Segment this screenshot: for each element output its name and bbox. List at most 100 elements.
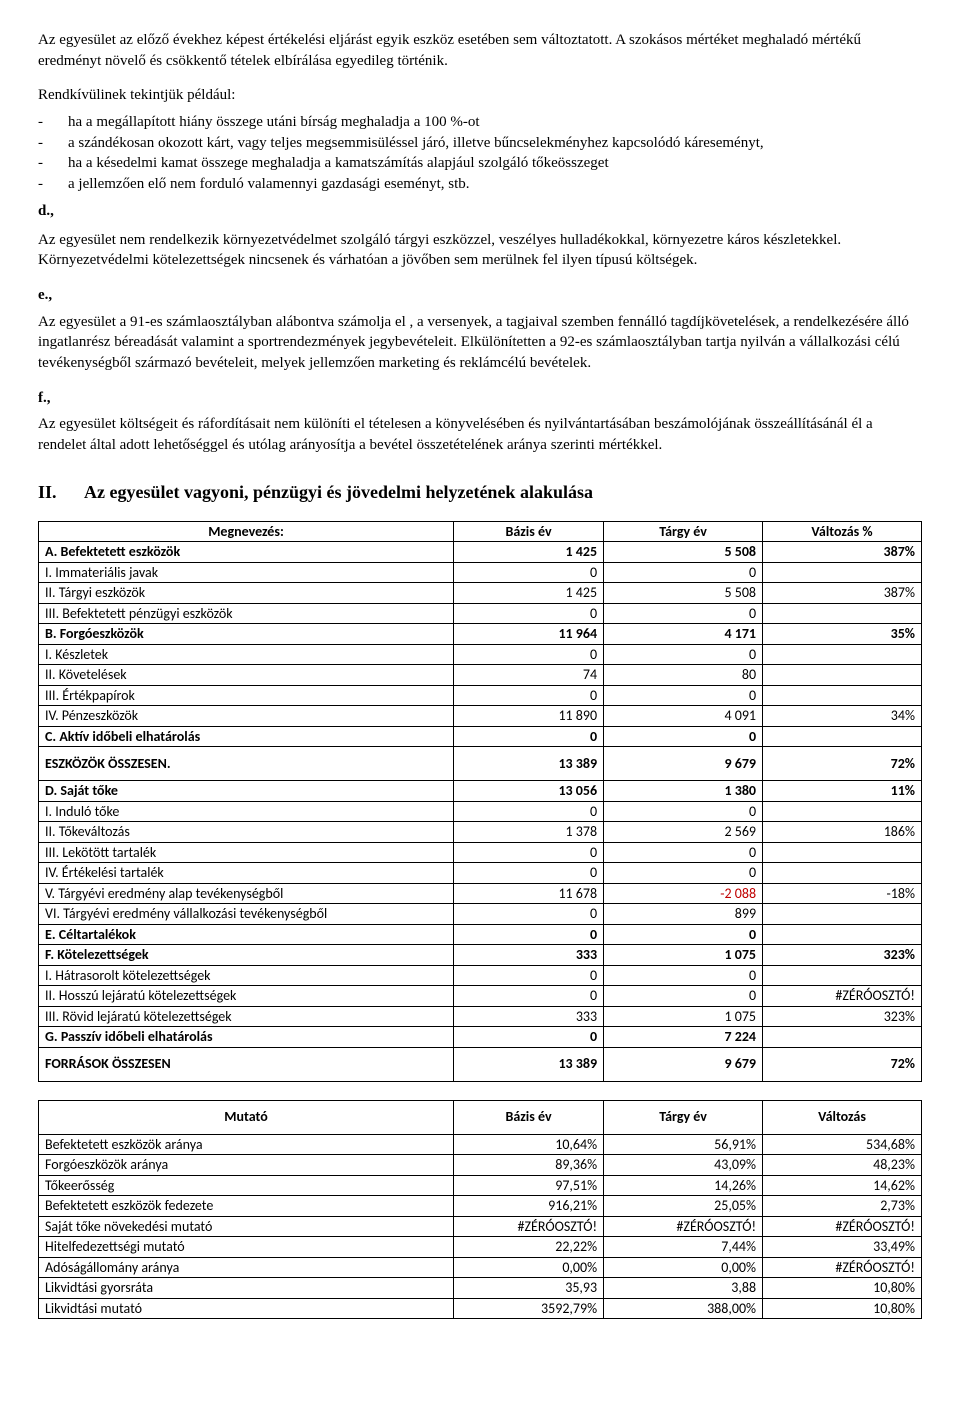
cell-bazis: 35,93: [454, 1278, 604, 1299]
cell-bazis: 22,22%: [454, 1237, 604, 1258]
cell-bazis: 0: [454, 842, 604, 863]
col-targy-ev: Tárgy év: [604, 521, 763, 542]
cell-valtozas: 72%: [763, 1047, 922, 1081]
cell-valtozas: 323%: [763, 1006, 922, 1027]
cell-name: II. Tárgyi eszközök: [39, 583, 454, 604]
cell-targy: 0: [604, 726, 763, 747]
cell-targy: #ZÉRÓOSZTÓ!: [604, 1216, 763, 1237]
bullet-dash: -: [38, 133, 68, 154]
cell-targy: 0: [604, 603, 763, 624]
cell-bazis: 97,51%: [454, 1175, 604, 1196]
table-row: VI. Tárgyévi eredmény vállalkozási tevék…: [39, 904, 922, 925]
f-label: f.,: [38, 388, 922, 409]
cell-name: II. Hosszú lejáratú kötelezettségek: [39, 986, 454, 1007]
cell-bazis: 13 389: [454, 1047, 604, 1081]
cell-targy: 0: [604, 924, 763, 945]
cell-valtozas: [763, 665, 922, 686]
col-megnevezes: Megnevezés:: [39, 521, 454, 542]
cell-name: I. Készletek: [39, 644, 454, 665]
cell-name: I. Induló tőke: [39, 801, 454, 822]
cell-targy: 0: [604, 965, 763, 986]
cell-name: Forgóeszközök aránya: [39, 1155, 454, 1176]
cell-valtozas: -18%: [763, 883, 922, 904]
cell-bazis: 11 964: [454, 624, 604, 645]
cell-name: Likvidtási gyorsráta: [39, 1278, 454, 1299]
cell-targy: 5 508: [604, 542, 763, 563]
indicators-table: Mutató Bázis év Tárgy év Változás Befekt…: [38, 1100, 922, 1320]
cell-bazis: 333: [454, 1006, 604, 1027]
cell-bazis: 916,21%: [454, 1196, 604, 1217]
table-row: III. Értékpapírok00: [39, 685, 922, 706]
e-block: e., Az egyesület a 91-es számlaosztályba…: [38, 285, 922, 374]
cell-bazis: 0: [454, 863, 604, 884]
intro-p1: Az egyesület az előző évekhez képest ért…: [38, 30, 922, 71]
bullet-text: ha a késedelmi kamat összege meghaladja …: [68, 153, 922, 174]
cell-targy: 0: [604, 644, 763, 665]
table-row: Befektetett eszközök aránya10,64%56,91%5…: [39, 1134, 922, 1155]
cell-valtozas: 387%: [763, 542, 922, 563]
cell-bazis: 89,36%: [454, 1155, 604, 1176]
table-row: II. Tárgyi eszközök1 4255 508387%: [39, 583, 922, 604]
cell-bazis: 11 890: [454, 706, 604, 727]
cell-valtozas: [763, 603, 922, 624]
cell-name: V. Tárgyévi eredmény alap tevékenységből: [39, 883, 454, 904]
table-header-row: Mutató Bázis év Tárgy év Változás: [39, 1100, 922, 1134]
table-row: IV. Pénzeszközök11 8904 09134%: [39, 706, 922, 727]
cell-targy: 1 380: [604, 781, 763, 802]
cell-valtozas: [763, 842, 922, 863]
cell-valtozas: 2,73%: [763, 1196, 922, 1217]
balance-table: Megnevezés: Bázis év Tárgy év Változás %…: [38, 521, 922, 1082]
cell-bazis: 0: [454, 603, 604, 624]
cell-targy: 0: [604, 801, 763, 822]
cell-bazis: 1 425: [454, 542, 604, 563]
section-2-heading: II. Az egyesület vagyoni, pénzügyi és jö…: [38, 480, 922, 505]
cell-bazis: 13 056: [454, 781, 604, 802]
table-row: Befektetett eszközök fedezete916,21%25,0…: [39, 1196, 922, 1217]
cell-valtozas: [763, 965, 922, 986]
table-row: V. Tárgyévi eredmény alap tevékenységből…: [39, 883, 922, 904]
e-label: e.,: [38, 285, 922, 306]
cell-bazis: 0: [454, 986, 604, 1007]
cell-valtozas: [763, 562, 922, 583]
cell-bazis: 0,00%: [454, 1257, 604, 1278]
cell-targy: 43,09%: [604, 1155, 763, 1176]
bullet-dash: -: [38, 112, 68, 133]
d-label: d.,: [38, 201, 922, 222]
page: Az egyesület az előző évekhez képest ért…: [0, 0, 960, 1377]
cell-name: III. Rövid lejáratú kötelezettségek: [39, 1006, 454, 1027]
f-block: f., Az egyesület költségeit és ráfordítá…: [38, 388, 922, 456]
cell-name: C. Aktív időbeli elhatárolás: [39, 726, 454, 747]
cell-bazis: 11 678: [454, 883, 604, 904]
cell-valtozas: [763, 685, 922, 706]
cell-valtozas: #ZÉRÓOSZTÓ!: [763, 986, 922, 1007]
bullet-text: a szándékosan okozott kárt, vagy teljes …: [68, 133, 922, 154]
cell-valtozas: 323%: [763, 945, 922, 966]
bullet-text: ha a megállapított hiány összege utáni b…: [68, 112, 922, 133]
table-header-row: Megnevezés: Bázis év Tárgy év Változás %: [39, 521, 922, 542]
e-paragraph: Az egyesület a 91-es számlaosztályban al…: [38, 312, 922, 374]
col-targy-ev: Tárgy év: [604, 1100, 763, 1134]
table-row: D. Saját tőke13 0561 38011%: [39, 781, 922, 802]
cell-valtozas: [763, 1027, 922, 1048]
cell-valtozas: #ZÉRÓOSZTÓ!: [763, 1216, 922, 1237]
cell-bazis: 0: [454, 801, 604, 822]
cell-bazis: 10,64%: [454, 1134, 604, 1155]
cell-valtozas: 14,62%: [763, 1175, 922, 1196]
section-roman: II.: [38, 480, 84, 505]
table-row: III. Rövid lejáratú kötelezettségek3331 …: [39, 1006, 922, 1027]
cell-name: Befektetett eszközök aránya: [39, 1134, 454, 1155]
cell-valtozas: #ZÉRÓOSZTÓ!: [763, 1257, 922, 1278]
exceptional-block: Rendkívülinek tekintjük például: -ha a m…: [38, 85, 922, 271]
cell-name: II. Tőkeváltozás: [39, 822, 454, 843]
cell-targy: 25,05%: [604, 1196, 763, 1217]
cell-name: II. Követelések: [39, 665, 454, 686]
bullet-text: a jellemzően elő nem forduló valamennyi …: [68, 174, 922, 195]
cell-bazis: 1 425: [454, 583, 604, 604]
cell-valtozas: 10,80%: [763, 1278, 922, 1299]
cell-name: Befektetett eszközök fedezete: [39, 1196, 454, 1217]
cell-targy: 7 224: [604, 1027, 763, 1048]
table-row: IV. Értékelési tartalék00: [39, 863, 922, 884]
cell-bazis: 1 378: [454, 822, 604, 843]
cell-valtozas: 387%: [763, 583, 922, 604]
cell-valtozas: [763, 924, 922, 945]
